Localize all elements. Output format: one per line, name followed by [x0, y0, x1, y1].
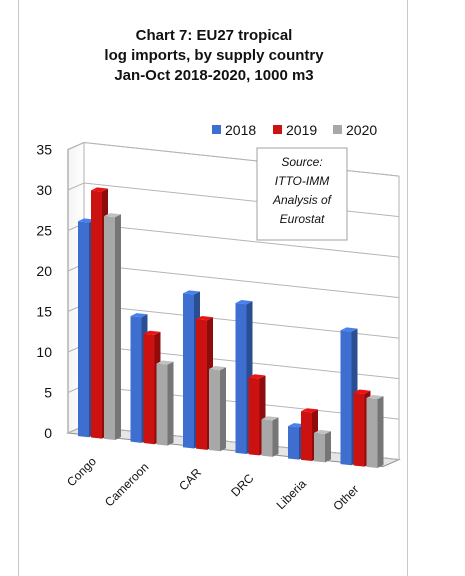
source-line-4: Eurostat	[280, 212, 325, 226]
y-tick-label-5: 5	[44, 385, 52, 401]
y-tick-label-35: 35	[36, 142, 52, 158]
y-axis-ticks: 0 5 10 15 20 25 30 35	[36, 142, 52, 442]
legend-label-2020: 2020	[346, 122, 377, 138]
bar-top-other-2018	[340, 327, 358, 332]
bar-top-congo-2018	[78, 218, 95, 223]
x-tick-label-congo: Congo	[64, 454, 99, 489]
source-line-3: Analysis of	[272, 193, 333, 207]
bar-front-congo-2020	[104, 216, 115, 441]
chart-title: Chart 7: EU27 tropical log imports, by s…	[104, 27, 324, 84]
bar-front-car-2020	[209, 369, 220, 452]
x-tick-label-liberia: Liberia	[274, 476, 310, 512]
bar-top-other-2019	[353, 389, 371, 394]
legend-label-2019: 2019	[286, 122, 317, 138]
bar-front-cameroon-2018	[130, 316, 142, 443]
bar-front-liberia-2019	[301, 411, 312, 462]
bar-side-drc-2020	[272, 417, 279, 457]
bar-top-drc-2018	[235, 300, 253, 305]
bar-car-2020	[209, 366, 226, 452]
bars	[78, 187, 384, 469]
bar-top-other-2020	[366, 394, 384, 400]
bar-front-drc-2020	[261, 419, 273, 457]
bar-side-liberia-2020	[325, 431, 331, 463]
bar-top-drc-2020	[261, 416, 279, 421]
bar-liberia-2020	[314, 429, 331, 463]
bar-top-congo-2020	[104, 213, 121, 218]
bar-drc-2020	[261, 416, 279, 457]
bar-drc-2019	[248, 374, 266, 456]
legend-swatch-2020	[333, 125, 342, 134]
y-tick-label-10: 10	[36, 344, 52, 360]
bar-top-car-2019	[196, 316, 213, 321]
bar-front-congo-2018	[78, 221, 89, 438]
bar-top-cameroon-2018	[130, 313, 148, 318]
bar-top-liberia-2019	[301, 408, 318, 413]
source-line-2: ITTO-IMM	[275, 174, 329, 188]
bar-top-cameroon-2020	[156, 360, 174, 365]
bar-front-congo-2019	[91, 190, 102, 439]
bar-front-other-2020	[366, 397, 378, 469]
chart-title-line-1: Chart 7: EU27 tropical	[136, 27, 293, 44]
y-tick-label-25: 25	[36, 223, 52, 239]
bar-front-car-2019	[196, 319, 207, 450]
legend-swatch-2018	[212, 125, 221, 134]
x-tick-label-drc: DRC	[228, 471, 257, 500]
bar-top-car-2018	[183, 290, 200, 295]
bar-front-liberia-2020	[314, 432, 325, 463]
bar-top-cameroon-2019	[143, 330, 161, 335]
y-tick-label-15: 15	[36, 304, 52, 320]
bar-top-drc-2019	[248, 374, 266, 379]
chart-title-line-2: log imports, by supply country	[104, 47, 324, 64]
legend-swatch-2019	[273, 125, 282, 134]
bar-side-car-2020	[220, 367, 226, 452]
bar-side-congo-2020	[115, 214, 121, 441]
source-line-1: Source:	[281, 155, 322, 169]
bar-front-cameroon-2019	[143, 333, 155, 445]
chart-title-line-3: Jan-Oct 2018-2020, 1000 m3	[114, 67, 313, 84]
bar-front-drc-2018	[235, 303, 247, 455]
bar-top-liberia-2020	[314, 429, 331, 435]
bar-front-cameroon-2020	[156, 363, 168, 446]
bar-front-other-2018	[340, 330, 352, 466]
legend: 2018 2019 2020	[212, 122, 377, 138]
y-tick-label-20: 20	[36, 263, 52, 279]
source-annotation: Source: ITTO-IMM Analysis of Eurostat	[256, 147, 348, 241]
bar-side-other-2020	[377, 396, 384, 469]
x-tick-label-car: CAR	[176, 465, 204, 493]
legend-label-2018: 2018	[225, 122, 256, 138]
bar-top-car-2020	[209, 366, 226, 371]
bar-front-liberia-2018	[288, 426, 299, 460]
x-axis-category-labels: Congo Cameroon CAR DRC Liberia Other	[64, 454, 361, 513]
x-tick-label-cameroon: Cameroon	[102, 460, 152, 510]
bar-other-2020	[366, 394, 384, 469]
bar-front-car-2018	[183, 293, 194, 449]
bar-congo-2020	[104, 213, 121, 441]
bar-front-other-2019	[353, 392, 365, 467]
bar-top-congo-2019	[91, 187, 108, 192]
bar-top-liberia-2018	[288, 423, 305, 428]
bar-front-drc-2019	[248, 377, 260, 456]
bar-side-cameroon-2020	[167, 361, 174, 446]
x-tick-label-other: Other	[330, 482, 361, 513]
y-tick-label-0: 0	[44, 425, 52, 441]
y-tick-label-30: 30	[36, 182, 52, 198]
bar-cameroon-2020	[156, 360, 174, 446]
source-box	[256, 147, 348, 241]
